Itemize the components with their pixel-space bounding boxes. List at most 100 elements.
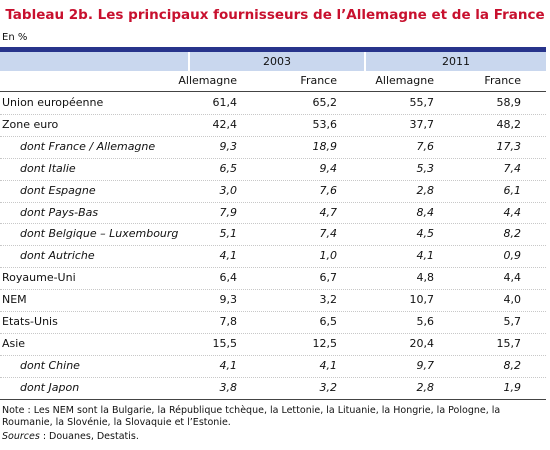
row-label: Union européenne — [2, 96, 104, 109]
column-header: Allemagne — [178, 74, 237, 87]
cell-value: 55,7 — [409, 96, 435, 109]
cell-value: 4,7 — [319, 205, 338, 219]
detail-label: dont Japon — [20, 380, 80, 394]
row-separator — [0, 158, 546, 159]
cell-value: 8,2 — [503, 358, 522, 372]
detail-label: dont Pays-Bas — [20, 205, 99, 219]
cell-value: 3,2 — [319, 293, 338, 307]
cell-value: 3,0 — [219, 183, 238, 197]
cell-value: 58,9 — [496, 96, 522, 109]
row-separator — [0, 136, 546, 137]
cell-value: 5,7 — [503, 315, 522, 328]
row-separator — [0, 180, 546, 181]
unit: En % — [2, 32, 28, 43]
cell-value: 2,8 — [416, 380, 435, 394]
cell-value: 4,0 — [503, 293, 522, 307]
row-separator — [0, 245, 546, 246]
cell-value: 48,2 — [496, 117, 522, 131]
row-separator — [0, 333, 546, 334]
year-band — [0, 52, 546, 71]
cell-value: 6,5 — [319, 315, 338, 328]
row-separator — [0, 267, 546, 268]
column-header: France — [300, 74, 337, 87]
row-separator — [0, 311, 546, 312]
row-label: Zone euro — [2, 117, 59, 131]
year-header: 2011 — [442, 55, 470, 68]
cell-value: 6,7 — [319, 271, 338, 285]
cell-value: 7,4 — [503, 161, 522, 175]
detail-label: dont Autriche — [20, 249, 95, 263]
cell-value: 7,6 — [416, 139, 435, 153]
cell-value: 1,0 — [319, 249, 338, 263]
cell-value: 37,7 — [409, 117, 435, 131]
cell-value: 7,4 — [319, 227, 338, 241]
cell-value: 7,6 — [319, 183, 338, 197]
cell-value: 12,5 — [312, 336, 338, 350]
sources-text: : Douanes, Destatis. — [39, 431, 139, 442]
cell-value: 2,8 — [416, 183, 435, 197]
cell-value: 9,7 — [416, 358, 435, 372]
row-label: Etats-Unis — [2, 315, 58, 328]
bottom-rule — [0, 399, 546, 400]
cell-value: 4,5 — [416, 227, 435, 241]
cell-value: 42,4 — [212, 117, 238, 131]
cell-value: 4,1 — [416, 249, 435, 263]
sources: Sources : Douanes, Destatis. — [2, 431, 139, 442]
cell-value: 9,3 — [219, 139, 238, 153]
cell-value: 65,2 — [312, 96, 338, 109]
row-label: NEM — [2, 293, 27, 307]
cell-value: 6,4 — [219, 271, 238, 285]
detail-label: dont Espagne — [20, 183, 96, 197]
cell-value: 18,9 — [312, 139, 338, 153]
header-bar — [0, 47, 546, 52]
header-rule — [0, 91, 546, 92]
note: Note : Les NEM sont la Bulgarie, la Répu… — [2, 405, 501, 428]
row-separator — [0, 355, 546, 356]
cell-value: 8,2 — [503, 227, 522, 241]
row-separator — [0, 289, 546, 290]
sources-label: Sources — [2, 431, 40, 442]
detail-label: dont Belgique – Luxembourg — [20, 227, 179, 241]
cell-value: 4,1 — [219, 358, 238, 372]
divider — [364, 52, 366, 90]
cell-value: 53,6 — [312, 117, 338, 131]
cell-value: 7,8 — [219, 315, 238, 328]
cell-value: 6,5 — [219, 161, 238, 175]
cell-value: 17,3 — [496, 139, 522, 153]
column-header: Allemagne — [375, 74, 434, 87]
row-label: Royaume-Uni — [2, 271, 76, 285]
cell-value: 61,4 — [212, 96, 238, 109]
cell-value: 5,1 — [219, 227, 238, 241]
detail-label: dont Italie — [20, 161, 76, 175]
divider — [188, 52, 190, 90]
detail-label: dont France / Allemagne — [20, 139, 156, 153]
cell-value: 10,7 — [409, 293, 435, 307]
cell-value: 0,9 — [503, 249, 522, 263]
cell-value: 4,4 — [503, 271, 522, 285]
row-label: Asie — [2, 336, 26, 350]
cell-value: 7,9 — [219, 205, 238, 219]
row-separator — [0, 377, 546, 378]
column-header: France — [484, 74, 521, 87]
cell-value: 5,3 — [416, 161, 435, 175]
year-header: 2003 — [263, 55, 291, 68]
cell-value: 8,4 — [416, 205, 435, 219]
detail-label: dont Chine — [20, 358, 80, 372]
cell-value: 4,1 — [319, 358, 338, 372]
cell-value: 9,4 — [319, 161, 338, 175]
cell-value: 20,4 — [409, 336, 435, 350]
cell-value: 4,8 — [416, 271, 435, 285]
cell-value: 3,8 — [219, 380, 238, 394]
cell-value: 4,1 — [219, 249, 238, 263]
row-separator — [0, 202, 546, 203]
row-separator — [0, 223, 546, 224]
row-separator — [0, 114, 546, 115]
cell-value: 6,1 — [503, 183, 522, 197]
cell-value: 5,6 — [416, 315, 435, 328]
cell-value: 4,4 — [503, 205, 522, 219]
cell-value: 9,3 — [219, 293, 238, 307]
cell-value: 15,7 — [496, 336, 522, 350]
cell-value: 1,9 — [503, 380, 522, 394]
cell-value: 3,2 — [319, 380, 338, 394]
